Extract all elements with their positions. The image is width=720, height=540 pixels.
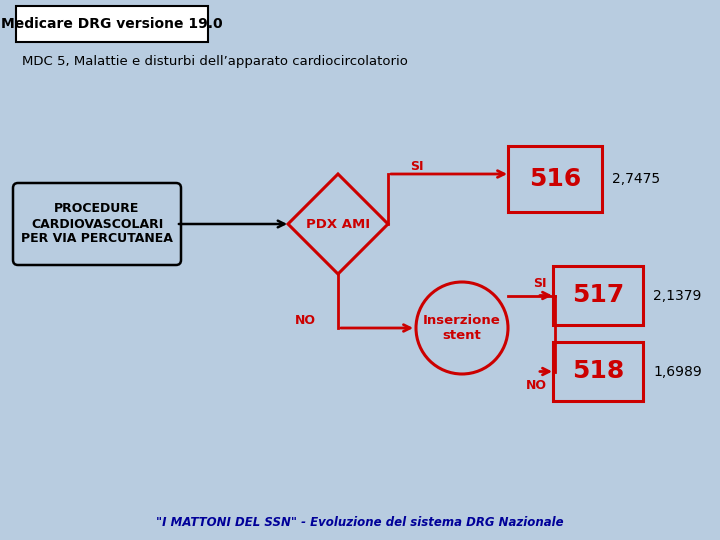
Text: 1,6989: 1,6989 (653, 364, 702, 379)
Text: MDC 5, Malattie e disturbi dell’apparato cardiocircolatorio: MDC 5, Malattie e disturbi dell’apparato… (22, 56, 408, 69)
Text: Inserzione
stent: Inserzione stent (423, 314, 501, 342)
Text: PROCEDURE
CARDIOVASCOLARI
PER VIA PERCUTANEA: PROCEDURE CARDIOVASCOLARI PER VIA PERCUT… (21, 202, 173, 246)
Text: PDX AMI: PDX AMI (306, 218, 370, 231)
FancyBboxPatch shape (508, 146, 602, 212)
FancyBboxPatch shape (16, 6, 208, 42)
Text: SI: SI (410, 159, 423, 172)
Text: 517: 517 (572, 284, 624, 307)
Text: Medicare DRG versione 19.0: Medicare DRG versione 19.0 (1, 17, 222, 31)
Text: 516: 516 (529, 167, 581, 191)
Text: SI: SI (534, 277, 547, 290)
FancyBboxPatch shape (553, 266, 643, 325)
Polygon shape (288, 174, 388, 274)
Text: 518: 518 (572, 360, 624, 383)
Text: "I MATTONI DEL SSN" - Evoluzione del sistema DRG Nazionale: "I MATTONI DEL SSN" - Evoluzione del sis… (156, 516, 564, 529)
FancyBboxPatch shape (553, 342, 643, 401)
Circle shape (416, 282, 508, 374)
Text: 2,1379: 2,1379 (653, 288, 701, 302)
Text: NO: NO (295, 314, 316, 327)
FancyBboxPatch shape (13, 183, 181, 265)
Text: NO: NO (526, 379, 547, 392)
Text: 2,7475: 2,7475 (612, 172, 660, 186)
